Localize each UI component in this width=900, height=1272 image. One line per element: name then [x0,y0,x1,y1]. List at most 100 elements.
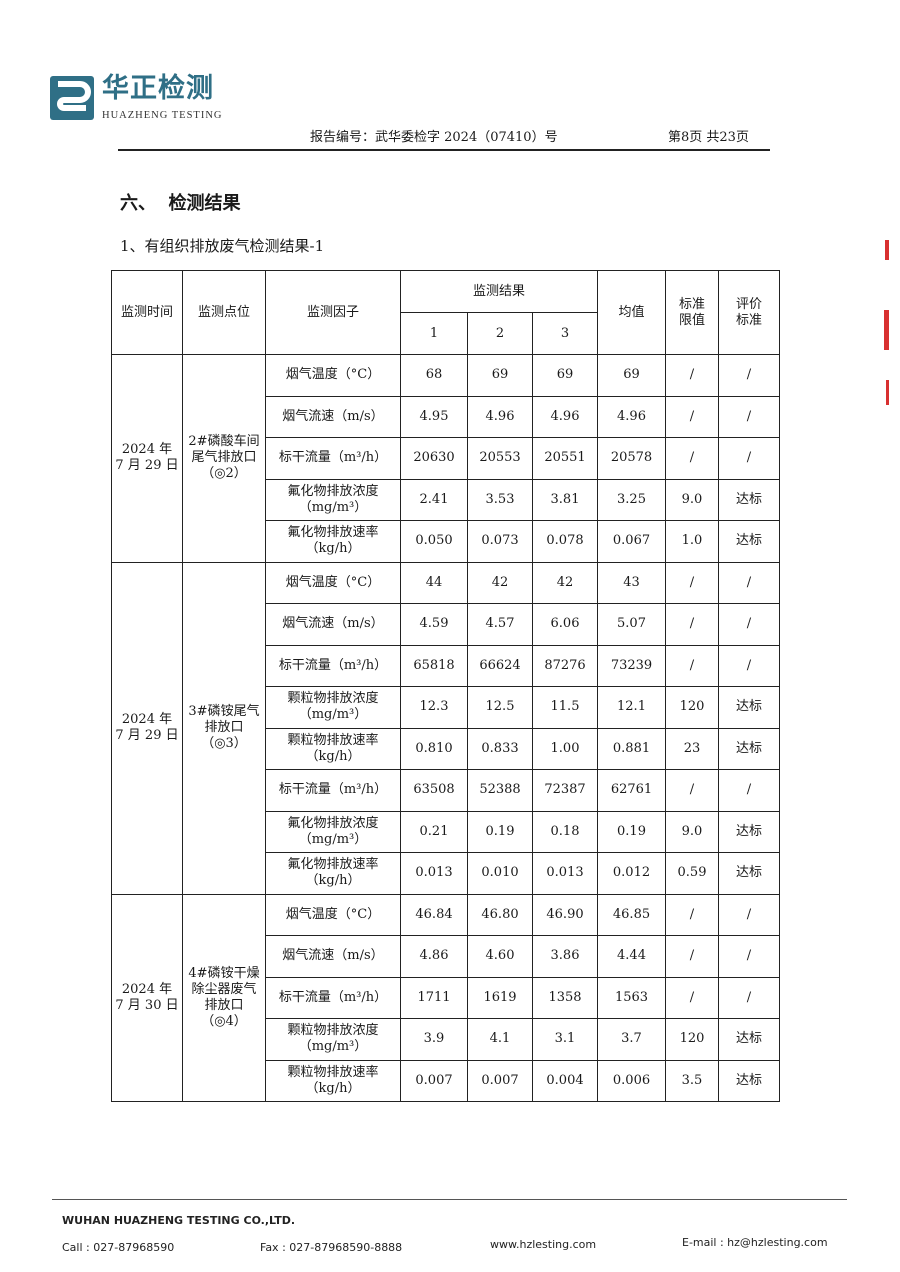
cell-evaluation: / [718,769,780,812]
table-title: 1、有组织排放废气检测结果-1 [120,237,325,255]
cell-evaluation: / [718,935,780,978]
cell-factor: 标干流量（m³/h） [265,769,401,812]
cell-time: 2024 年 7 月 29 日 [111,561,183,895]
logo-text-en: HUAZHENG TESTING [102,110,223,121]
cell-result-2: 0.19 [467,810,533,853]
cell-limit: 3.5 [665,1059,719,1102]
cell-point: 4#磷铵干燥 除尘器废气 排放口 （◎4） [182,893,266,1102]
cell-result-3: 0.013 [532,852,598,895]
cell-factor: 烟气流速（m/s） [265,603,401,646]
cell-result-1: 0.810 [400,727,468,770]
cell-average: 69 [597,354,666,397]
cell-average: 0.19 [597,810,666,853]
header-time: 监测时间 [111,270,183,355]
footer-website[interactable]: www.hzlesting.com [490,1238,597,1251]
cell-result-2: 69 [467,354,533,397]
table-row: 标干流量（m³/h） 20630 20553 20551 20578// [112,437,780,480]
cell-result-3: 72387 [532,769,598,812]
cell-result-1: 44 [400,561,468,604]
cell-result-1: 65818 [400,644,468,687]
section-title: 六、 检测结果 [120,193,241,214]
cell-evaluation: 达标 [718,852,780,895]
cell-factor: 标干流量（m³/h） [265,976,401,1019]
cell-limit: 1.0 [665,520,719,563]
cell-factor: 颗粒物排放速率 （kg/h） [265,727,401,770]
cell-factor: 颗粒物排放浓度 （mg/m³） [265,1018,401,1061]
table-row: 2024 年 7 月 29 日 2#磷酸车间 尾气排放口 （◎2） 烟气温度（°C）… [111,354,780,563]
report-number: 报告编号：武华委检字 2024（07410）号 [310,130,558,145]
header-divider [118,149,770,151]
cell-result-2: 0.833 [467,727,533,770]
company-logo: 华正检测 HUAZHENG TESTING [50,74,230,124]
cell-average: 0.067 [597,520,666,563]
cell-result-1: 46.84 [400,893,468,936]
cell-limit: / [665,769,719,812]
table-row: 标干流量（m³/h） 1711 1619 1358 1563// [112,976,780,1019]
cell-result-2: 4.57 [467,603,533,646]
cell-factor: 氟化物排放浓度 （mg/m³） [265,478,401,521]
cell-limit: 120 [665,1018,719,1061]
cell-limit: / [665,603,719,646]
cell-result-1: 68 [400,354,468,397]
cell-result-2: 4.60 [467,935,533,978]
cell-result-3: 20551 [532,437,598,480]
cell-result-1: 3.9 [400,1018,468,1061]
cell-average: 0.881 [597,727,666,770]
cell-average: 1563 [597,976,666,1019]
cell-result-3: 11.5 [532,686,598,729]
cell-result-1: 4.95 [400,395,468,438]
cell-point: 2#磷酸车间 尾气排放口 （◎2） [182,354,266,563]
header-point: 监测点位 [182,270,266,355]
cell-result-2: 3.53 [467,478,533,521]
cell-factor: 烟气温度（°C） [265,561,401,604]
cell-limit: / [665,561,719,604]
cell-result-3: 4.96 [532,395,598,438]
logo-mark-icon [50,76,94,120]
cell-evaluation: 达标 [718,1018,780,1061]
results-table: 监测时间 监测点位 监测因子 监测结果 均值 标准 限值 评价 标准 1 2 3… [111,270,780,1102]
cell-result-2: 12.5 [467,686,533,729]
cell-result-1: 2.41 [400,478,468,521]
table-row: 颗粒物排放浓度 （mg/m³） 3.9 4.1 3.1 3.7 120 达标 [112,1018,780,1061]
header-result-1: 1 [400,312,468,355]
cell-result-2: 66624 [467,644,533,687]
cell-result-2: 42 [467,561,533,604]
cell-limit: / [665,395,719,438]
cell-result-3: 69 [532,354,598,397]
cell-result-1: 0.21 [400,810,468,853]
table-row: 颗粒物排放浓度 （mg/m³） 12.3 12.5 11.5 12.1 120 达标 [112,686,780,729]
cell-limit: 120 [665,686,719,729]
cell-result-1: 4.86 [400,935,468,978]
cell-average: 20578 [597,437,666,480]
table-row: 氟化物排放速率 （kg/h） 0.050 0.073 0.078 0.067 1.0 达标 [112,520,780,563]
cell-result-3: 0.078 [532,520,598,563]
footer-company: WUHAN HUAZHENG TESTING CO.,LTD. [62,1214,296,1227]
cell-factor: 标干流量（m³/h） [265,437,401,480]
footer-email[interactable]: E-mail : hz@hzlesting.com [682,1236,828,1249]
logo-text-cn: 华正检测 [102,73,214,104]
cell-limit: 0.59 [665,852,719,895]
cell-result-1: 0.013 [400,852,468,895]
cell-factor: 烟气流速（m/s） [265,395,401,438]
cell-result-3: 3.1 [532,1018,598,1061]
table-row: 烟气流速（m/s） 4.59 4.57 6.06 5.07// [112,603,780,646]
footer-divider [52,1199,847,1200]
cell-factor: 颗粒物排放速率 （kg/h） [265,1059,401,1102]
cell-result-2: 0.073 [467,520,533,563]
cell-result-3: 6.06 [532,603,598,646]
cell-result-3: 46.90 [532,893,598,936]
cell-point: 3#磷铵尾气 排放口 （◎3） [182,561,266,895]
cell-evaluation: / [718,437,780,480]
table-row: 颗粒物排放速率 （kg/h） 0.007 0.007 0.004 0.006 3.5 达标 [112,1059,780,1102]
cell-average: 5.07 [597,603,666,646]
header-evaluation: 评价 标准 [718,270,780,355]
cell-evaluation: 达标 [718,1059,780,1102]
header-result-3: 3 [532,312,598,355]
header-result-2: 2 [467,312,533,355]
cell-limit: / [665,976,719,1019]
cell-average: 73239 [597,644,666,687]
cell-result-3: 3.81 [532,478,598,521]
table-row: 标干流量（m³/h） 65818 66624 87276 73239// [112,644,780,687]
cell-result-3: 1358 [532,976,598,1019]
header-results: 监测结果 [400,270,598,313]
